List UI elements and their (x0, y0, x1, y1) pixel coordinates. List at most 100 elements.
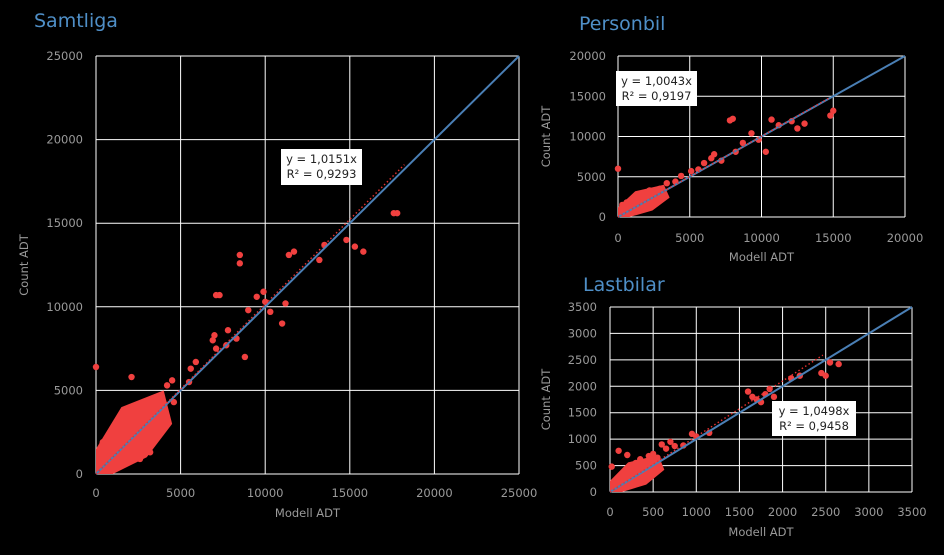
x-axis-label: Modell ADT (729, 250, 795, 264)
data-point (163, 382, 171, 389)
x-tick-label: 1500 (725, 505, 754, 519)
identity-line (95, 55, 520, 475)
y-tick-label: 3000 (568, 326, 597, 340)
y-tick-label: 15000 (46, 216, 83, 230)
y-tick-label: 20000 (46, 133, 83, 147)
y-tick-label: 2000 (568, 379, 597, 393)
y-axis-label: Count ADT (17, 233, 31, 296)
x-tick-label: 25000 (501, 486, 538, 500)
data-point (744, 388, 752, 395)
chart-title: Lastbilar (583, 274, 665, 296)
data-point (170, 398, 178, 406)
y-axis-label: Count ADT (539, 105, 553, 168)
data-point (700, 159, 708, 167)
data-point (835, 360, 842, 368)
equation-box (772, 401, 856, 436)
data-point (687, 167, 695, 175)
equation-box (616, 71, 697, 106)
y-tick-label: 25000 (46, 49, 83, 63)
data-point (662, 445, 670, 452)
x-tick-label: 0 (92, 486, 99, 500)
y-tick-label: 1500 (568, 406, 597, 420)
x-tick-label: 15000 (815, 231, 852, 245)
chart-samtliga: Samtliga 0 5000 10000 15000 20000 25000 0 5000 10… (17, 10, 537, 520)
equation-label: y = 1,0498x (779, 404, 850, 418)
data-point (770, 393, 778, 401)
r2-label: R² = 0,9293 (287, 167, 357, 181)
data-point (826, 359, 834, 366)
trendline (617, 97, 830, 218)
data-point (212, 345, 220, 352)
data-point (278, 320, 286, 327)
data-point (794, 125, 801, 132)
data-point (128, 373, 135, 381)
data-point (827, 112, 834, 119)
data-point (624, 451, 631, 459)
y-tick-label: 0 (599, 210, 606, 224)
chart-lastbilar: Lastbilar 0 500 1000 1500 2000 2500 3000 3500 0 50… (539, 274, 927, 539)
r2-label: R² = 0,9197 (622, 89, 692, 103)
data-point (236, 260, 244, 267)
x-tick-label: 2500 (811, 505, 840, 519)
x-tick-label: 10000 (247, 486, 284, 500)
x-tick-label: 2000 (768, 505, 797, 519)
data-point (241, 353, 249, 361)
data-point (762, 148, 770, 155)
data-point (168, 377, 176, 384)
x-axis-label: Modell ADT (275, 506, 341, 520)
data-point (343, 236, 350, 244)
y-tick-label: 20000 (569, 49, 606, 63)
data-point (739, 139, 747, 147)
data-point (351, 243, 359, 250)
chart-title: Samtliga (34, 10, 118, 32)
data-point (236, 251, 244, 259)
data-point (614, 165, 622, 172)
data-point (677, 172, 685, 180)
data-point (187, 365, 194, 372)
y-tick-label: 5000 (577, 170, 606, 184)
x-tick-label: 3000 (854, 505, 883, 519)
data-point (663, 179, 670, 187)
r2-label: R² = 0,9458 (779, 419, 849, 433)
data-point (830, 107, 837, 114)
data-point (224, 327, 232, 334)
x-tick-label: 1000 (682, 505, 711, 519)
data-point (710, 151, 718, 158)
data-point (768, 116, 775, 123)
data-point (766, 385, 773, 393)
data-point (267, 308, 274, 316)
x-tick-label: 0 (614, 231, 621, 245)
x-tick-label: 3500 (897, 505, 926, 519)
data-point (192, 358, 200, 366)
y-tick-label: 10000 (569, 130, 606, 144)
x-tick-label: 15000 (332, 486, 369, 500)
equation-label: y = 1,0043x (621, 74, 692, 88)
identity-line (609, 306, 913, 493)
y-tick-label: 10000 (46, 300, 83, 314)
x-tick-label: 5000 (166, 486, 195, 500)
data-point (216, 291, 223, 299)
y-tick-label: 500 (575, 459, 597, 473)
chart-personbil: Personbil 0 5000 10000 15000 20000 0 5000 10000 1… (539, 13, 923, 264)
x-tick-label: 20000 (416, 486, 453, 500)
data-point (211, 332, 218, 339)
y-tick-label: 15000 (569, 89, 606, 103)
data-point (729, 115, 736, 122)
x-tick-label: 10000 (743, 231, 780, 245)
x-tick-label: 0 (606, 505, 613, 519)
data-point (649, 450, 657, 458)
data-point (801, 120, 808, 127)
chart-title: Personbil (579, 13, 665, 35)
data-point (92, 363, 100, 371)
trendline (95, 164, 405, 475)
point-cluster (96, 390, 173, 474)
data-point (748, 130, 755, 137)
equation-label: y = 1,0151x (286, 152, 357, 166)
data-point (822, 372, 829, 379)
data-point (615, 447, 622, 454)
data-point (658, 441, 665, 448)
y-tick-label: 1000 (568, 432, 597, 446)
data-point (253, 293, 260, 300)
data-point (671, 442, 678, 450)
